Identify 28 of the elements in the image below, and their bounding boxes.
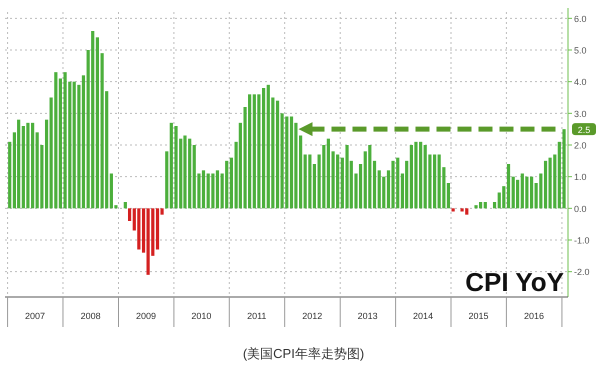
bar (124, 202, 127, 208)
text: (美国CPI年率走势图) (242, 346, 364, 361)
text: CPI YoY (465, 267, 564, 297)
y-tick-label: 0.0 (574, 204, 587, 214)
y-tick-label: 6.0 (574, 14, 587, 24)
y-tick-label: 2.0 (574, 140, 587, 150)
y-tick-label: 1.0 (574, 172, 587, 182)
bar (530, 176, 534, 208)
x-tick-label: 2009 (136, 311, 156, 321)
x-tick-label: 2016 (524, 311, 544, 321)
bar (474, 205, 478, 208)
x-tick-label: 2011 (247, 311, 266, 321)
x-tick-label: 2010 (191, 311, 212, 321)
y-tick-label: -1.0 (574, 236, 590, 246)
y-tick-label: 4.0 (574, 77, 587, 88)
x-tick-label: 2013 (358, 311, 378, 321)
y-tick-label: 3.0 (574, 108, 587, 119)
bar (562, 129, 566, 208)
ref-line-label: 2.5 (578, 125, 590, 136)
bar (414, 142, 418, 208)
y-tick-label: 5.0 (574, 46, 587, 56)
y-tick-label: -2.0 (574, 267, 590, 278)
x-tick-label: 2012 (302, 311, 322, 321)
bar (26, 122, 30, 208)
x-tick-label: 2015 (468, 311, 488, 321)
x-tick-label: 2008 (80, 311, 101, 321)
x-tick-label: 2007 (25, 311, 46, 321)
x-tick-label: 2014 (413, 311, 434, 321)
